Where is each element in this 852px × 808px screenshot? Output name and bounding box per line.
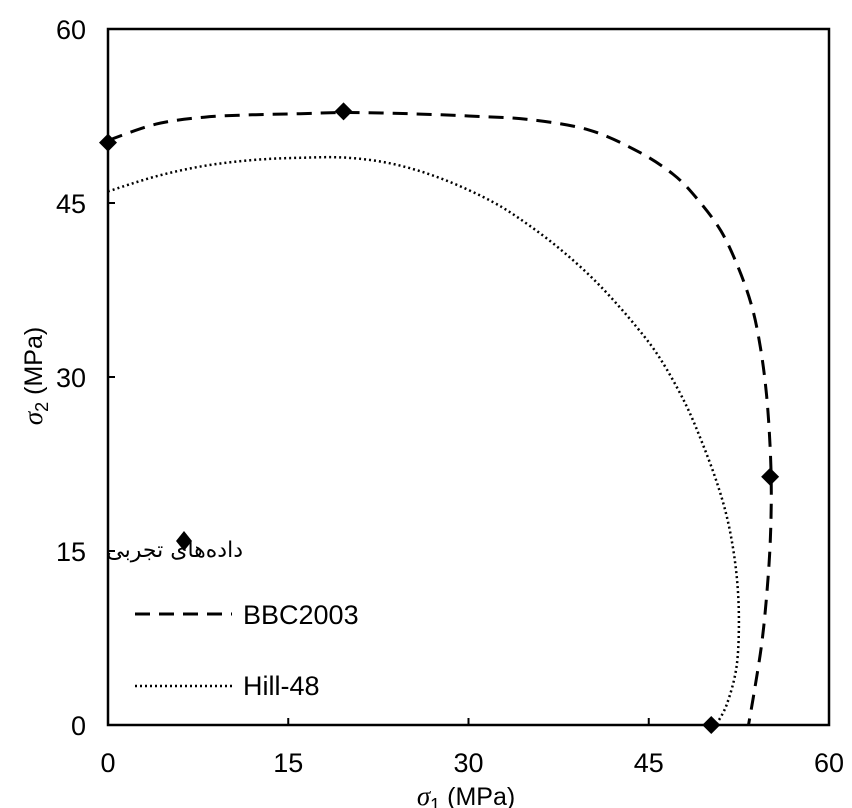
hill48-curve [107, 155, 741, 726]
series-markers [99, 102, 780, 734]
x-tick-label: 30 [453, 748, 483, 778]
x-tick-label: 60 [814, 748, 844, 778]
experimental-point [761, 467, 780, 486]
y-tick-label: 15 [56, 537, 86, 567]
x-tick-label: 15 [273, 748, 303, 778]
plot-frame [106, 27, 831, 727]
series-curves [107, 110, 773, 726]
legend-marker-experimental [176, 531, 192, 551]
y-tick-label: 60 [56, 15, 86, 45]
experimental-point [334, 102, 353, 121]
x-tick-label: 0 [100, 748, 115, 778]
bbc2003-curve [107, 110, 773, 726]
legend: داده‌های تجربی BBC2003 Hill-48 [106, 531, 359, 701]
x-tick-label: 45 [634, 748, 664, 778]
y-tick-label: 0 [71, 711, 86, 741]
legend-label-experimental: داده‌های تجربی [106, 538, 243, 563]
y-tick-label: 30 [56, 363, 86, 393]
x-axis-label: σ1 (MPa) [417, 781, 515, 808]
legend-label-bbc2003: BBC2003 [243, 600, 359, 630]
x-axis-ticks: 0 15 30 45 60 [100, 718, 844, 778]
legend-label-hill48: Hill-48 [243, 671, 320, 701]
y-axis-label: σ2 (MPa) [18, 327, 52, 425]
y-tick-label: 45 [56, 189, 86, 219]
y-axis-ticks: 0 15 30 45 60 [56, 15, 115, 741]
